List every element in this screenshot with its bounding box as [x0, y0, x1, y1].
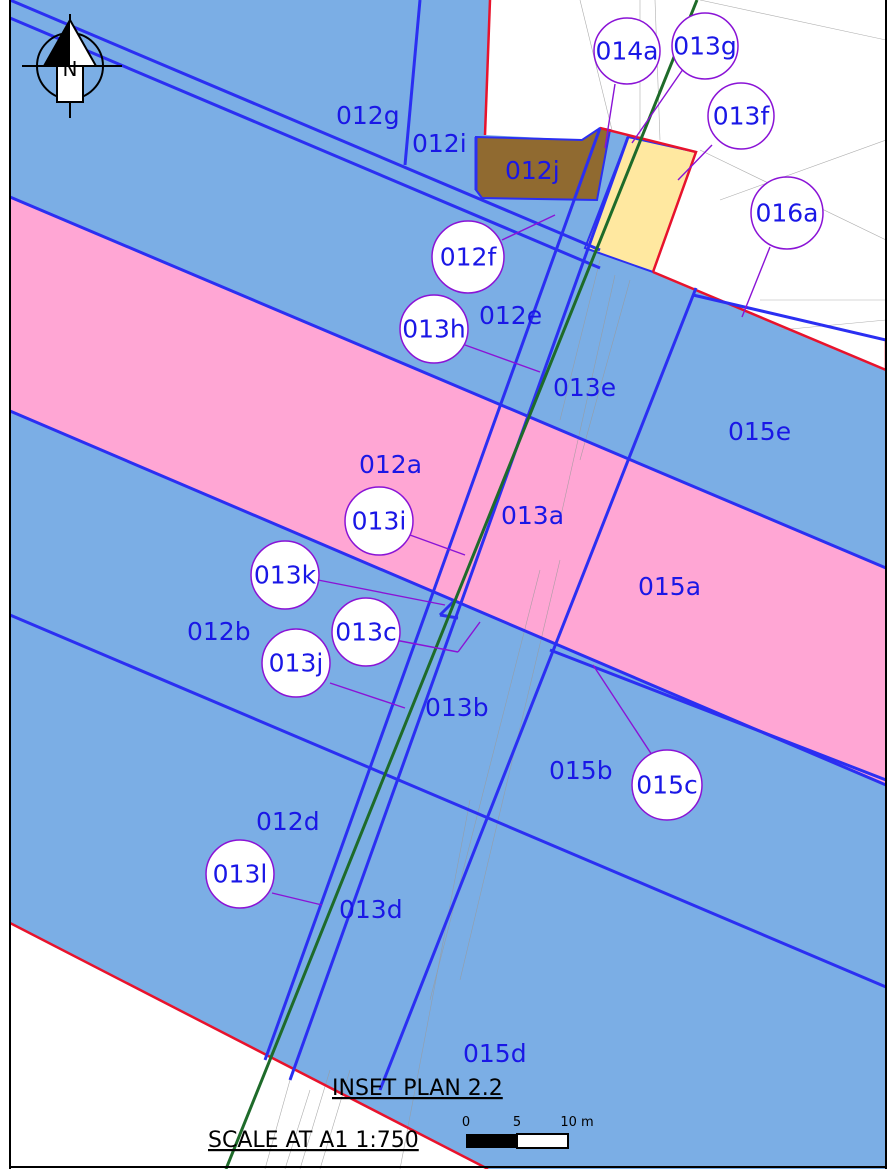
scale-tick-0: 0 — [462, 1115, 470, 1130]
plot-label-013e: 013e — [553, 373, 616, 402]
plot-label-012i: 012i — [412, 129, 467, 158]
callout-013i: 013i — [344, 486, 414, 556]
north-letter: N — [63, 57, 78, 81]
parcel-012a-013a-015a — [10, 197, 886, 785]
callout-016a: 016a — [750, 176, 824, 250]
north-arrow-icon: N — [22, 14, 122, 118]
green-centreline — [224, 0, 699, 1169]
plot-label-012e: 012e — [479, 301, 542, 330]
callout-013g: 013g — [671, 12, 739, 80]
plot-label-012j: 012j — [505, 156, 560, 185]
callout-013h: 013h — [399, 294, 469, 364]
plot-label-013d: 013d — [339, 895, 403, 924]
scale-text: SCALE AT A1 1:750 — [208, 1128, 419, 1153]
plot-label-012d: 012d — [256, 807, 320, 836]
callout-015c: 015c — [631, 749, 703, 821]
plot-label-013a: 013a — [501, 501, 564, 530]
plot-labels: 012g 012i 012j 012e 013e 015e 012a 013a … — [187, 101, 791, 1068]
callout-label-013c: 013c — [335, 618, 396, 647]
callout-label-015c: 015c — [636, 771, 697, 800]
callout-label-013g: 013g — [673, 32, 737, 61]
callout-label-014a: 014a — [595, 37, 658, 66]
callout-013f: 013f — [707, 82, 775, 150]
callout-label-013f: 013f — [713, 102, 771, 131]
callout-label-013h: 013h — [402, 315, 466, 344]
plot-label-012b: 012b — [187, 617, 251, 646]
scale-bar: 0 5 10 m — [462, 1115, 594, 1149]
scale-tick-5: 5 — [513, 1115, 521, 1130]
inset-title: INSET PLAN 2.2 — [332, 1076, 503, 1101]
plot-label-013b: 013b — [425, 693, 489, 722]
plot-label-012a: 012a — [359, 450, 422, 479]
callout-014a: 014a — [593, 17, 661, 85]
callout-label-013k: 013k — [254, 561, 317, 590]
callout-013c: 013c — [331, 597, 401, 667]
scale-tick-10: 10 m — [560, 1115, 593, 1130]
plot-label-015e: 015e — [728, 417, 791, 446]
callout-label-016a: 016a — [755, 199, 818, 228]
callout-012f: 012f — [431, 220, 505, 294]
callout-013j: 013j — [261, 628, 331, 698]
plot-label-015a: 015a — [638, 572, 701, 601]
callout-label-013l: 013l — [213, 860, 268, 889]
callout-label-013i: 013i — [352, 507, 407, 536]
plot-label-015d: 015d — [463, 1039, 527, 1068]
callout-label-013j: 013j — [269, 649, 324, 678]
callout-013k: 013k — [250, 540, 320, 610]
callout-013l: 013l — [205, 839, 275, 909]
plot-label-015b: 015b — [549, 756, 613, 785]
parcel-012j — [475, 126, 612, 202]
plot-label-012g: 012g — [336, 101, 400, 130]
leader-lines — [271, 61, 771, 906]
red-boundaries — [10, 0, 886, 1169]
callout-label-012f: 012f — [440, 243, 498, 272]
